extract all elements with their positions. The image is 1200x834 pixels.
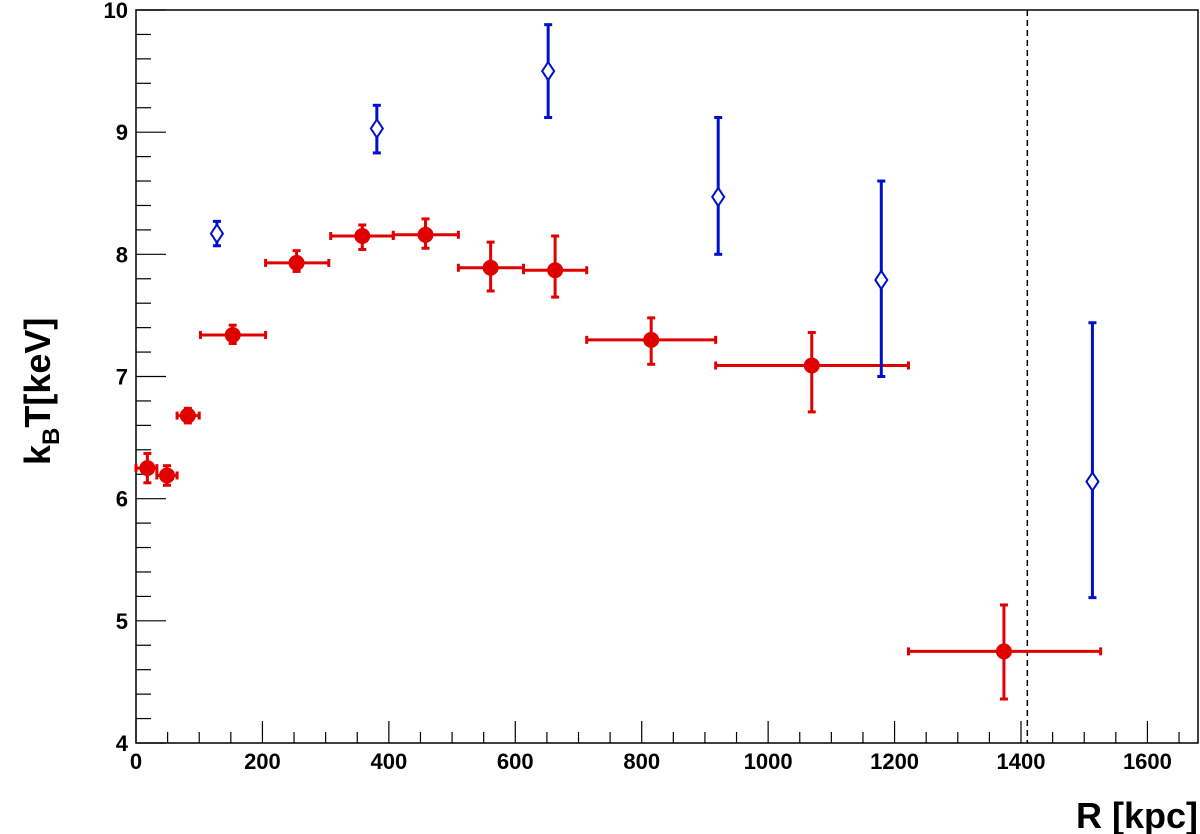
y-axis-title-main: k — [17, 444, 58, 465]
data-point — [417, 226, 434, 243]
y-axis-title-subscript: B — [38, 428, 65, 445]
data-point — [803, 357, 820, 374]
x-tick-label: 400 — [370, 749, 407, 774]
data-point — [1085, 470, 1100, 493]
data-point — [179, 407, 196, 424]
x-tick-label: 1200 — [870, 749, 919, 774]
data-point — [288, 254, 305, 271]
data-point — [158, 467, 175, 484]
data-point — [482, 259, 499, 276]
x-tick-label: 200 — [244, 749, 281, 774]
x-tick-label: 600 — [497, 749, 534, 774]
y-tick-label: 5 — [116, 609, 128, 634]
y-tick-label: 6 — [116, 487, 128, 512]
y-tick-label: 8 — [116, 242, 128, 267]
data-point — [874, 269, 889, 291]
y-axis-title-rest: T[keV] — [17, 318, 58, 428]
data-point — [354, 228, 371, 245]
x-axis-title: R [kpc] — [1076, 795, 1198, 834]
x-tick-label: 800 — [623, 749, 660, 774]
axis-tick-labels: 0 200 400 600 800 1000 1200 1400 1600 4 5 6 7 8 9 10 — [104, 0, 1172, 774]
series-filled-circles — [134, 217, 1103, 701]
x-tick-label: 1400 — [997, 749, 1046, 774]
y-tick-label: 9 — [116, 120, 128, 145]
plot-frame — [135, 9, 1199, 744]
data-point — [224, 326, 241, 343]
data-point — [547, 262, 564, 279]
y-tick-label: 10 — [104, 0, 128, 23]
x-tick-label: 1000 — [744, 749, 793, 774]
series-open-diamonds — [209, 23, 1100, 600]
data-point — [540, 60, 556, 82]
data-point — [369, 117, 385, 140]
data-point — [995, 643, 1012, 660]
data-point — [209, 222, 225, 245]
x-tick-label: 1600 — [1123, 749, 1172, 774]
axis-ticks — [135, 9, 1180, 744]
y-tick-label: 7 — [116, 365, 128, 390]
data-point — [139, 460, 156, 477]
data-point — [711, 186, 726, 208]
data-point — [643, 331, 660, 348]
x-tick-label: 0 — [130, 749, 142, 774]
y-tick-label: 4 — [116, 731, 129, 756]
data-series — [134, 23, 1103, 701]
y-axis-title: kBT[keV] — [17, 318, 65, 465]
